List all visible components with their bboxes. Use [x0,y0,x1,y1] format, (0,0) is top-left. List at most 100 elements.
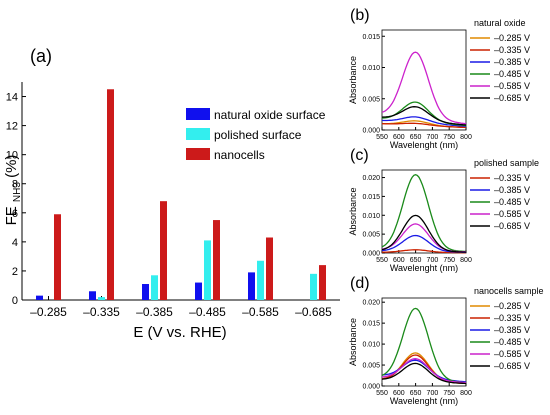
x-tick-label: 650 [410,257,422,264]
spectrum-line [381,358,467,384]
x-tick-label: 800 [460,257,472,264]
plot-frame [381,169,467,254]
x-tick-label: –0.285 [30,305,67,319]
x-tick-label: 700 [427,390,439,397]
spectrum-line [381,307,467,384]
legend-swatch [186,148,210,160]
y-tick-label: 2 [12,266,18,278]
legend-label: polished surface [214,128,302,142]
bar-natural-oxide [36,295,43,300]
bar-nanocells [319,265,326,300]
legend-label: –0.485 V [494,337,530,347]
spectrum-line [381,352,467,385]
spectrum-line [382,122,467,129]
y-tick-label: 8 [12,179,18,191]
x-axis-title: E (V vs. RHE) [133,324,226,341]
x-tick-label: 550 [376,134,388,141]
y-tick-label: 0.000 [362,128,380,135]
x-tick-label: 800 [460,134,472,141]
legend-title: polished sample [474,158,539,168]
x-tick-label: 650 [410,134,422,141]
y-tick-label: 0 [12,295,18,307]
y-tick-label: 0.005 [362,96,380,103]
y-tick-label: 0.015 [362,194,380,201]
legend-title: natural oxide [474,18,526,28]
x-tick-label: –0.585 [242,305,279,319]
x-tick-label: –0.485 [189,305,226,319]
y-tick-label: 4 [12,237,18,249]
y-axis-title: Absorbance [348,56,358,104]
spectrum-line [381,116,467,127]
legend-label: –0.335 V [494,313,530,323]
x-axis-title: Wavelenght (nm) [390,140,458,150]
panel-label-a: (a) [30,46,52,66]
legend-label: –0.685 V [494,93,530,103]
spectrum-line [381,249,466,254]
y-tick-label: 0.020 [362,175,380,182]
legend-label: –0.335 V [494,173,530,183]
x-tick-label: 700 [427,134,439,141]
bar-polished [151,275,158,300]
legend-label: –0.285 V [494,301,530,311]
legend-label: –0.385 V [494,325,530,335]
bar-polished [204,240,211,300]
legend-label: nanocells [214,148,265,162]
legend-label: –0.685 V [494,361,530,371]
x-tick-label: –0.385 [136,305,173,319]
x-tick-label: 550 [376,257,388,264]
panel-b-chart: (b) 550 600 650 700 750 800 0.000 0.005 0.010 0.01… [348,7,530,150]
y-tick-label: 0.000 [362,251,380,258]
y-tick-label: 0.005 [362,363,380,370]
y-tick-label: 14 [6,92,18,104]
plot-frame [381,29,467,131]
panel-d-chart: (d) 550 600 650 700 750 800 0.000 0.005 0.010 0.01… [348,275,544,406]
spectrum-line [381,51,467,125]
bar-polished [310,273,317,300]
x-tick-label: 800 [460,390,472,397]
spectrum-line [381,214,467,253]
legend-label: natural oxide surface [214,108,326,122]
bar-nanocells [107,89,114,301]
y-tick-label: 0.015 [362,34,380,41]
y-tick-label: 0.015 [362,321,380,328]
x-tick-label: 750 [443,257,455,264]
x-tick-label: 750 [443,134,455,141]
legend-label: –0.585 V [494,209,530,219]
plot-frame [381,297,467,387]
legend-label: –0.585 V [494,349,530,359]
bar-nanocells [54,214,61,300]
bar-natural-oxide [142,284,149,300]
y-tick-label: 10 [6,150,18,162]
bar-nanocells [160,201,167,300]
bar-polished [257,260,264,300]
x-tick-label: 700 [427,257,439,264]
y-axis-title: Absorbance [348,187,358,235]
x-axis-title: Wavelenght (nm) [390,396,458,406]
y-tick-label: 0.000 [362,384,380,391]
spectrum-line [381,174,467,253]
bar-polished [98,297,105,300]
y-axis-title: Absorbance [348,318,358,366]
x-tick-label: 600 [393,390,405,397]
spectrum-line [381,362,467,385]
y-tick-label: 0.020 [362,300,380,307]
x-tick-label: 650 [410,390,422,397]
y-tick-label: 0.010 [362,342,380,349]
legend-label: –0.335 V [494,45,530,55]
y-tick-label: 0.010 [362,65,380,72]
panel-a-chart: (a) 0 2 4 6 8 10 12 14 –0.285 –0.335 –0.385 –0.485 –0… [3,46,340,341]
legend-label: –0.585 V [494,81,530,91]
bar-natural-oxide [89,291,96,300]
legend-title: nanocells sample [474,286,544,296]
x-tick-label: 550 [376,390,388,397]
panel-label-b: (b) [350,7,370,24]
legend-swatch [186,128,210,140]
legend-label: –0.685 V [494,221,530,231]
y-tick-label: 6 [12,208,18,220]
bar-natural-oxide [248,272,255,300]
bar-nanocells [213,220,220,300]
panel-c-chart: (c) 550 600 650 700 750 800 0.000 0.005 0.010 0.01… [348,147,539,273]
x-tick-label: –0.335 [83,305,120,319]
x-axis-title: Wavelenght (nm) [390,263,458,273]
bar-nanocells [266,237,273,300]
